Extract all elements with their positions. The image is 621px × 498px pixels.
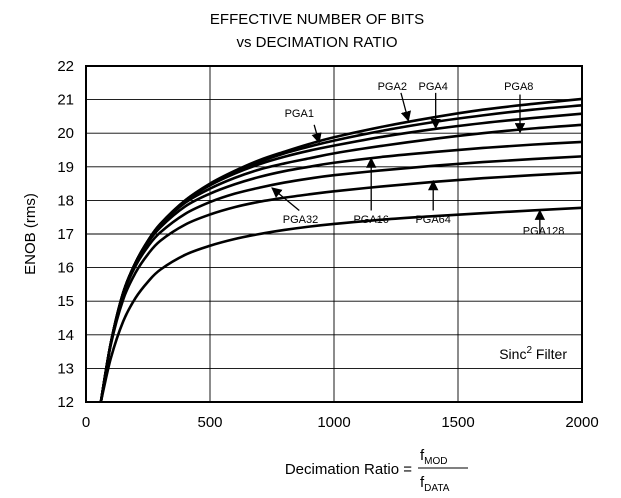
x-tick-500: 500 xyxy=(197,414,222,431)
x-axis-label: Decimation Ratio = fMOD fDATA xyxy=(285,447,468,494)
series-callouts: PGA1 PGA2 PGA4 PGA8 PGA16 PGA32 PGA64 PGA128 xyxy=(271,81,565,238)
callout-arrow-pga1 xyxy=(311,124,322,144)
x-tick-0: 0 xyxy=(82,414,90,431)
y-tick-14: 14 xyxy=(57,327,74,344)
callout-label-pga4: PGA4 xyxy=(419,81,448,93)
callout-label-pga1: PGA1 xyxy=(285,108,314,120)
x-axis-label-denominator: fDATA xyxy=(420,474,450,494)
callout-label-pga32: PGA32 xyxy=(283,214,318,226)
y-tick-17: 17 xyxy=(57,226,74,243)
y-tick-labels: 12 13 14 15 16 17 18 19 20 21 22 xyxy=(57,58,74,411)
y-tick-20: 20 xyxy=(57,125,74,142)
y-tick-15: 15 xyxy=(57,293,74,310)
y-tick-13: 13 xyxy=(57,360,74,377)
series-line-pga128 xyxy=(99,206,583,403)
y-tick-16: 16 xyxy=(57,260,74,277)
chart-subtitle: vs DECIMATION RATIO xyxy=(236,34,397,51)
callout-label-pga8: PGA8 xyxy=(504,81,533,93)
x-tick-1000: 1000 xyxy=(317,414,350,431)
filter-annotation: Sinc2 Filter xyxy=(499,345,567,362)
x-tick-labels: 0 500 1000 1500 2000 xyxy=(82,414,599,431)
plot-frame xyxy=(85,65,583,403)
callout-label-pga128: PGA128 xyxy=(523,226,565,238)
series-line-pga16 xyxy=(99,140,583,403)
y-tick-22: 22 xyxy=(57,58,74,75)
x-tick-2000: 2000 xyxy=(565,414,598,431)
y-axis-label: ENOB (rms) xyxy=(22,193,39,275)
callout-label-pga16: PGA16 xyxy=(353,214,388,226)
series-line-pga64 xyxy=(99,171,583,403)
x-axis-label-prefix: Decimation Ratio = xyxy=(285,461,412,478)
callout-arrow-pga2 xyxy=(400,92,412,122)
y-tick-12: 12 xyxy=(57,394,74,411)
callout-label-pga2: PGA2 xyxy=(378,81,407,93)
callout-arrow-pga32 xyxy=(271,187,300,211)
chart-title: EFFECTIVE NUMBER OF BITS xyxy=(210,11,424,28)
x-axis-label-numerator: fMOD xyxy=(420,447,448,467)
y-tick-21: 21 xyxy=(57,92,74,109)
x-tick-1500: 1500 xyxy=(441,414,474,431)
y-tick-19: 19 xyxy=(57,159,74,176)
callout-label-pga64: PGA64 xyxy=(415,214,450,226)
series-line-pga32 xyxy=(99,155,583,403)
y-tick-18: 18 xyxy=(57,192,74,209)
